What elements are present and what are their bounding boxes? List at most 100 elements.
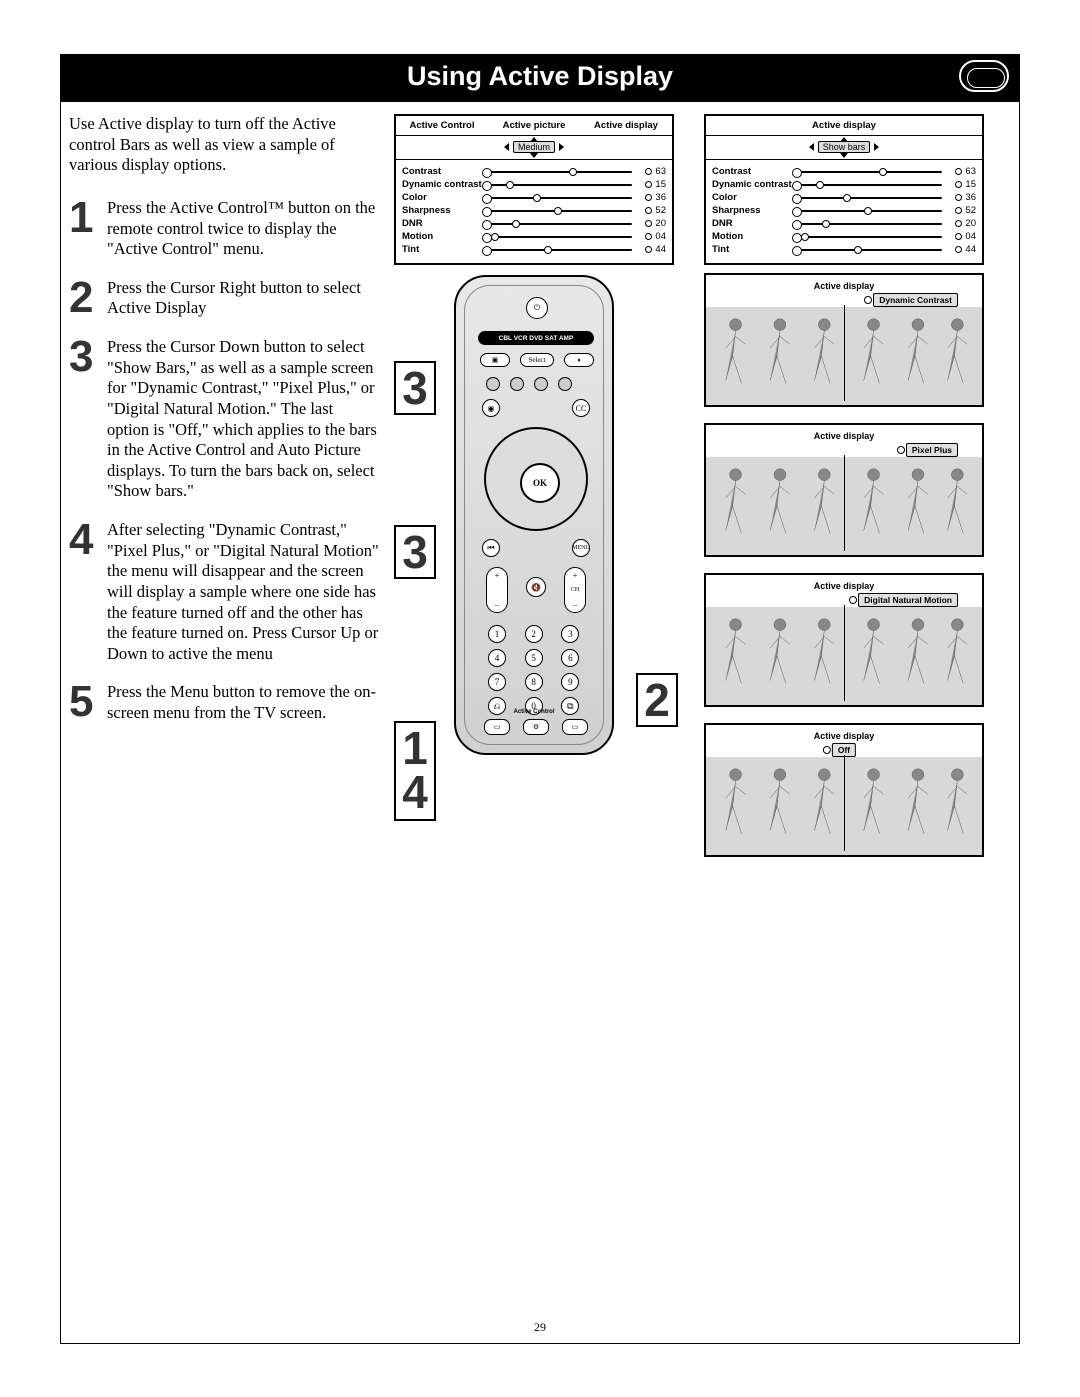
menu1-header: Active Control Active picture Active dis…	[396, 116, 672, 136]
menu-row: DNR 20	[402, 218, 666, 229]
content: Use Active display to turn off the Activ…	[61, 102, 1019, 873]
right-column: Active display Show bars Contrast63Dynam…	[689, 114, 999, 873]
cc-label: CC	[576, 404, 587, 413]
menu-row-value: 44	[946, 244, 976, 255]
step-text-5: Press the Menu button to remove the on-s…	[107, 680, 379, 723]
numpad-3[interactable]: 3	[561, 625, 579, 643]
btn-rewind[interactable]	[486, 377, 500, 391]
numpad-1[interactable]: 1	[488, 625, 506, 643]
row-below-ring: ⏮ MENU	[482, 539, 590, 557]
step-1: 1 Press the Active Control™ button on th…	[69, 196, 379, 260]
btn-rec[interactable]: ▣	[480, 353, 510, 367]
numpad-9[interactable]: 9	[561, 673, 579, 691]
numpad-2[interactable]: 2	[525, 625, 543, 643]
step-num-2: 2	[69, 276, 107, 319]
btn-active-control[interactable]: ⚙	[523, 719, 549, 735]
preview-pill: Dynamic Contrast	[873, 293, 958, 307]
menu-row-bar	[796, 223, 942, 225]
menu-row-bar	[486, 171, 632, 173]
step-num-4: 4	[69, 518, 107, 664]
menu-row-label: Sharpness	[402, 205, 482, 216]
numpad-5[interactable]: 5	[525, 649, 543, 667]
menu-row-label: DNR	[402, 218, 482, 229]
menu-row-bar	[486, 197, 632, 199]
menu-row: DNR20	[712, 218, 976, 229]
menu-active-control: Active Control Active picture Active dis…	[394, 114, 674, 265]
menu-row-value: 04	[946, 231, 976, 242]
ch-label: CH	[571, 587, 579, 593]
preview-divider	[844, 455, 845, 551]
step-text-4: After selecting "Dynamic Contrast," "Pix…	[107, 518, 379, 664]
btn-cc[interactable]: CC	[572, 399, 590, 417]
remote-control: ⏻ CBL VCR DVD SAT AMP ▣ Select ⏸ ◉ CC ⏮ …	[454, 275, 614, 755]
device-strip[interactable]: CBL VCR DVD SAT AMP	[478, 331, 594, 345]
intro-text: Use Active display to turn off the Activ…	[69, 114, 379, 176]
numpad-4[interactable]: 4	[488, 649, 506, 667]
menu-row-value: 15	[946, 179, 976, 190]
btn-bottom-1[interactable]: ▭	[484, 719, 510, 735]
menu-row-label: Sharpness	[712, 205, 792, 216]
btn-bottom-3[interactable]: ▭	[562, 719, 588, 735]
menu-row-label: Dynamic contrast	[402, 179, 482, 190]
preview-top-label: Active display	[814, 281, 875, 291]
btn-guide[interactable]: ◉	[482, 399, 500, 417]
menu-row-bar	[796, 249, 942, 251]
numpad-8[interactable]: 8	[525, 673, 543, 691]
btn-ff[interactable]	[558, 377, 572, 391]
step-num-3: 3	[69, 335, 107, 502]
preview-pill: Digital Natural Motion	[858, 593, 958, 607]
power-button[interactable]: ⏻	[526, 297, 548, 319]
preview-top-label: Active display	[814, 731, 875, 741]
cursor-ring[interactable]	[484, 427, 588, 531]
menu-row-bar	[796, 236, 942, 238]
step-4: 4 After selecting "Dynamic Contrast," "P…	[69, 518, 379, 664]
arrow-down-icon	[840, 150, 848, 161]
menu-row-label: Dynamic contrast	[712, 179, 792, 190]
device-strip-label: CBL VCR DVD SAT AMP	[499, 335, 574, 342]
remote-wrap: ⏻ CBL VCR DVD SAT AMP ▣ Select ⏸ ◉ CC ⏮ …	[394, 275, 674, 755]
callout-14-b: 4	[396, 771, 434, 815]
menu-row-label: Contrast	[402, 166, 482, 177]
preview-divider	[844, 605, 845, 701]
menu-row-value: 36	[636, 192, 666, 203]
menu-row-bar	[486, 236, 632, 238]
bottom-row: ▭ ⚙ ▭	[484, 719, 588, 735]
menu-row-label: Motion	[402, 231, 482, 242]
menu-row-bar	[796, 184, 942, 186]
menu-row: Dynamic contrast 15	[712, 179, 976, 190]
callout-2: 2	[636, 673, 678, 727]
btn-play[interactable]	[510, 377, 524, 391]
step-2: 2 Press the Cursor Right button to selec…	[69, 276, 379, 319]
numpad-6[interactable]: 6	[561, 649, 579, 667]
menu-row-value: 20	[636, 218, 666, 229]
btn-pause[interactable]: ⏸	[564, 353, 594, 367]
menu-row-bar	[486, 184, 632, 186]
middle-column: Active Control Active picture Active dis…	[379, 114, 689, 873]
preview-box: Active display Dynamic Contrast	[704, 273, 984, 407]
menu-row-value: 04	[636, 231, 666, 242]
callout-3b: 3	[394, 525, 436, 579]
page-title: Using Active Display	[407, 61, 673, 91]
preview-divider	[844, 305, 845, 401]
btn-stop[interactable]	[534, 377, 548, 391]
step-text-1: Press the Active Control™ button on the …	[107, 196, 379, 260]
menu-row-label: DNR	[712, 218, 792, 229]
numpad: 123456789⎌0⧉	[488, 625, 584, 715]
menu1-h1: Active Control	[396, 116, 488, 135]
menu-row-value: 52	[636, 205, 666, 216]
channel-rocker[interactable]: +CH–	[564, 567, 586, 613]
menu-row: Tint44	[402, 244, 666, 255]
volume-rocker[interactable]: +–	[486, 567, 508, 613]
btn-mute[interactable]: 🔇	[526, 577, 546, 597]
btn-menu[interactable]: MENU	[572, 539, 590, 557]
btn-back[interactable]: ⏮	[482, 539, 500, 557]
numpad-7[interactable]: 7	[488, 673, 506, 691]
menu2-header: Active display	[706, 116, 982, 136]
menu1-selected: Medium	[396, 136, 672, 160]
menu-row-bar	[796, 210, 942, 212]
active-control-label: Active Control	[456, 709, 612, 715]
callout-3a: 3	[394, 361, 436, 415]
btn-select[interactable]: Select	[520, 353, 554, 367]
callout-14-a: 1	[396, 727, 434, 771]
menu-row-bar	[486, 249, 632, 251]
